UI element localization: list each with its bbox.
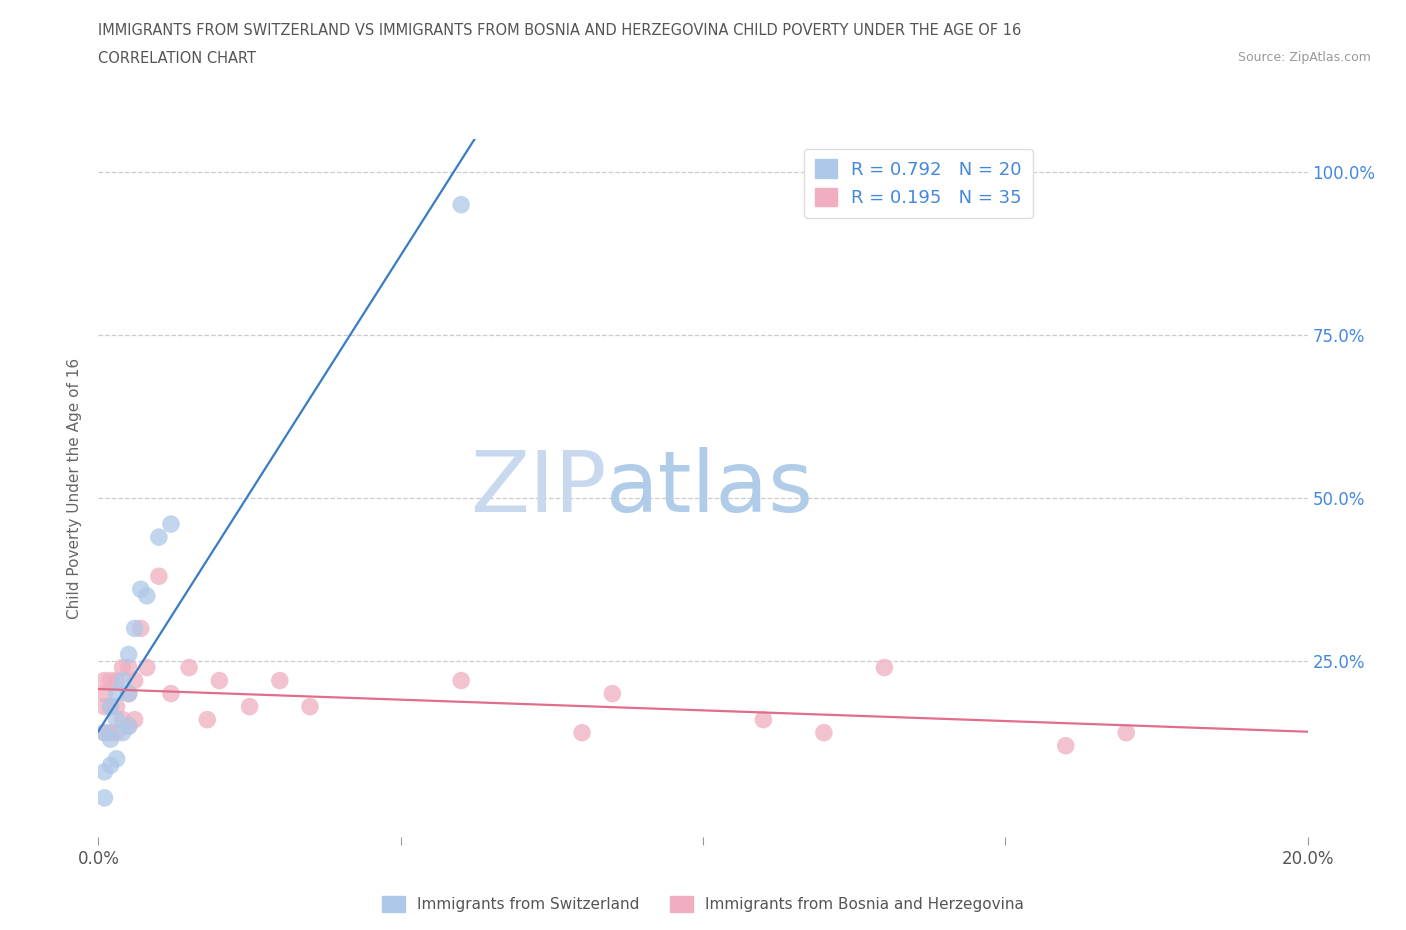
Point — [118, 686, 141, 701]
Point — [93, 699, 115, 714]
Point — [299, 699, 322, 714]
Point — [111, 673, 134, 688]
Point — [93, 725, 115, 740]
Point — [105, 725, 128, 740]
Text: ZIP: ZIP — [470, 446, 606, 530]
Point — [124, 621, 146, 636]
Point — [124, 673, 146, 688]
Point — [148, 569, 170, 584]
Point — [239, 699, 262, 714]
Point — [100, 673, 122, 688]
Text: atlas: atlas — [606, 446, 814, 530]
Text: CORRELATION CHART: CORRELATION CHART — [98, 51, 256, 66]
Point — [105, 751, 128, 766]
Point — [93, 673, 115, 688]
Point — [105, 673, 128, 688]
Point — [111, 712, 134, 727]
Point — [93, 686, 115, 701]
Point — [118, 660, 141, 675]
Point — [105, 686, 128, 701]
Point — [118, 719, 141, 734]
Text: Source: ZipAtlas.com: Source: ZipAtlas.com — [1237, 51, 1371, 64]
Point — [111, 660, 134, 675]
Point — [1115, 725, 1137, 740]
Point — [118, 719, 141, 734]
Point — [450, 197, 472, 212]
Point — [118, 647, 141, 662]
Point — [813, 725, 835, 740]
Point — [148, 530, 170, 545]
Point — [195, 712, 218, 727]
Point — [208, 673, 231, 688]
Point — [124, 712, 146, 727]
Point — [179, 660, 201, 675]
Point — [100, 699, 122, 714]
Point — [93, 725, 115, 740]
Legend: Immigrants from Switzerland, Immigrants from Bosnia and Herzegovina: Immigrants from Switzerland, Immigrants … — [374, 889, 1032, 920]
Point — [93, 764, 115, 779]
Point — [93, 790, 115, 805]
Point — [160, 686, 183, 701]
Point — [873, 660, 896, 675]
Point — [105, 699, 128, 714]
Point — [105, 712, 128, 727]
Point — [752, 712, 775, 727]
Point — [100, 699, 122, 714]
Point — [100, 732, 122, 747]
Point — [160, 517, 183, 532]
Point — [111, 725, 134, 740]
Text: IMMIGRANTS FROM SWITZERLAND VS IMMIGRANTS FROM BOSNIA AND HERZEGOVINA CHILD POVE: IMMIGRANTS FROM SWITZERLAND VS IMMIGRANT… — [98, 23, 1022, 38]
Point — [129, 582, 152, 597]
Point — [100, 725, 122, 740]
Point — [1054, 738, 1077, 753]
Y-axis label: Child Poverty Under the Age of 16: Child Poverty Under the Age of 16 — [67, 358, 83, 618]
Point — [135, 660, 157, 675]
Point — [571, 725, 593, 740]
Point — [129, 621, 152, 636]
Point — [602, 686, 624, 701]
Point — [450, 673, 472, 688]
Point — [135, 589, 157, 604]
Point — [100, 758, 122, 773]
Point — [269, 673, 291, 688]
Point — [118, 686, 141, 701]
